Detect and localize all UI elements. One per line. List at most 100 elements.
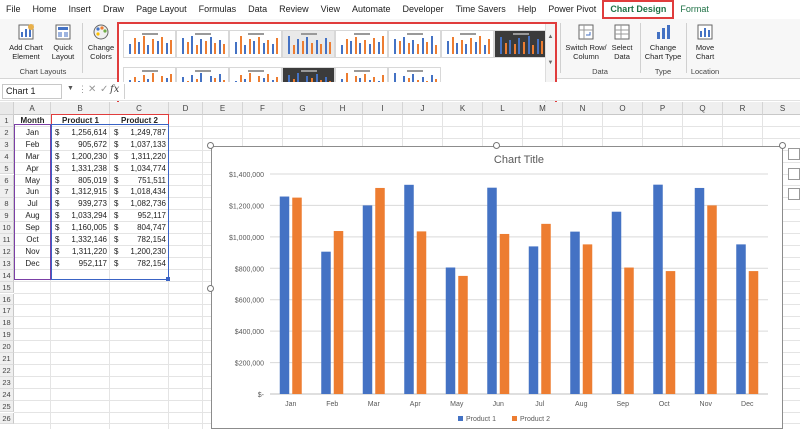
currency-cell[interactable]: 1,312,915 $: [55, 187, 107, 197]
currency-cell[interactable]: 751,511 $: [114, 175, 166, 185]
tab-page-layout[interactable]: Page Layout: [136, 4, 187, 14]
range-resize-handle[interactable]: [166, 277, 170, 281]
change-colors-button[interactable]: Change Colors: [86, 23, 116, 61]
resize-handle-middle-left[interactable]: [207, 285, 214, 292]
chart-style-thumbnail[interactable]: [282, 30, 335, 58]
month-cell[interactable]: Feb: [25, 139, 40, 149]
check-icon[interactable]: ✓: [100, 84, 109, 95]
month-cell[interactable]: Jan: [26, 127, 39, 137]
row-header-7[interactable]: 7: [0, 186, 14, 199]
currency-cell[interactable]: 804,747 $: [114, 223, 166, 233]
row-header-5[interactable]: 5: [0, 162, 14, 175]
month-cell[interactable]: Jul: [27, 199, 38, 209]
row-header-13[interactable]: 13: [0, 257, 14, 270]
row-header-15[interactable]: 15: [0, 281, 14, 294]
chart-object[interactable]: Chart Title $- $200,000 $400,000 $600,000 $80…: [211, 146, 783, 429]
tab-automate[interactable]: Automate: [352, 4, 391, 14]
currency-cell[interactable]: 1,037,133 $: [114, 139, 166, 149]
move-chart-button[interactable]: Move Chart: [690, 23, 720, 61]
month-cell[interactable]: Nov: [25, 246, 40, 256]
currency-cell[interactable]: 1,331,238 $: [55, 163, 107, 173]
column-header-p[interactable]: P: [643, 102, 683, 115]
chart-style-thumbnail[interactable]: [123, 30, 176, 58]
currency-cell[interactable]: 782,154 $: [114, 235, 166, 244]
column-header-c[interactable]: C: [110, 102, 169, 115]
row-header-12[interactable]: 12: [0, 245, 14, 258]
month-cell[interactable]: May: [24, 175, 41, 185]
currency-cell[interactable]: 1,018,434 $: [114, 187, 166, 197]
currency-cell[interactable]: 782,154 $: [114, 258, 166, 268]
tab-file[interactable]: File: [6, 4, 21, 14]
change-chart-type-button[interactable]: Change Chart Type: [644, 23, 682, 61]
tab-power-pivot[interactable]: Power Pivot: [548, 4, 597, 14]
chart-style-thumbnail[interactable]: [494, 30, 547, 58]
tab-help[interactable]: Help: [517, 4, 537, 14]
column-header-i[interactable]: I: [363, 102, 403, 115]
table-header-cell[interactable]: Product 1: [62, 116, 99, 125]
gallery-up-icon[interactable]: ▲: [547, 34, 554, 40]
formula-input[interactable]: [124, 84, 798, 99]
column-header-k[interactable]: K: [443, 102, 483, 115]
select-all-corner[interactable]: [0, 102, 14, 115]
chart-style-thumbnail[interactable]: [176, 30, 229, 58]
currency-cell[interactable]: 952,117 $: [114, 211, 166, 221]
row-header-19[interactable]: 19: [0, 329, 14, 342]
row-header-9[interactable]: 9: [0, 210, 14, 223]
chart-style-thumbnail[interactable]: [388, 30, 441, 58]
row-header-2[interactable]: 2: [0, 126, 14, 139]
currency-cell[interactable]: 1,160,005 $: [55, 223, 107, 233]
row-header-26[interactable]: 26: [0, 412, 14, 425]
add-chart-element-button[interactable]: Add Chart Element: [6, 23, 46, 61]
tab-draw[interactable]: Draw: [103, 4, 125, 14]
month-cell[interactable]: Mar: [25, 151, 40, 161]
tab-chart-design[interactable]: Chart Design: [602, 0, 675, 19]
row-header-24[interactable]: 24: [0, 388, 14, 401]
tab-format[interactable]: Format: [680, 4, 709, 14]
row-header-20[interactable]: 20: [0, 341, 14, 353]
row-header-6[interactable]: 6: [0, 174, 14, 187]
tab-view[interactable]: View: [320, 4, 341, 14]
tab-developer[interactable]: Developer: [402, 4, 444, 14]
select-data-button[interactable]: Select Data: [608, 23, 636, 61]
chart-elements-button[interactable]: [788, 148, 800, 160]
table-header-cell[interactable]: Product 2: [121, 116, 158, 125]
currency-cell[interactable]: 1,256,614 $: [55, 127, 107, 137]
month-cell[interactable]: Dec: [25, 258, 40, 268]
currency-cell[interactable]: 1,033,294 $: [55, 211, 107, 221]
currency-cell[interactable]: 1,082,736 $: [114, 199, 166, 209]
switch-row-column-button[interactable]: Switch Row/ Column: [564, 23, 608, 61]
column-header-l[interactable]: L: [483, 102, 523, 115]
row-header-4[interactable]: 4: [0, 150, 14, 163]
month-cell[interactable]: Aug: [25, 211, 40, 221]
resize-handle-top-center[interactable]: [493, 142, 500, 149]
column-header-b[interactable]: B: [51, 102, 110, 115]
quick-layout-button[interactable]: Quick Layout: [48, 23, 78, 61]
row-header-21[interactable]: 21: [0, 353, 14, 365]
row-header-3[interactable]: 3: [0, 138, 14, 151]
month-cell[interactable]: Sep: [25, 223, 40, 233]
row-header-23[interactable]: 23: [0, 376, 14, 389]
column-header-j[interactable]: J: [403, 102, 443, 115]
currency-cell[interactable]: 939,273 $: [55, 199, 107, 209]
column-header-o[interactable]: O: [603, 102, 643, 115]
name-box[interactable]: Chart 1: [2, 84, 62, 99]
table-header-cell[interactable]: Month: [20, 116, 45, 125]
tab-data[interactable]: Data: [248, 4, 268, 14]
row-header-17[interactable]: 17: [0, 305, 14, 318]
row-header-1[interactable]: 1: [0, 115, 14, 127]
month-cell[interactable]: Apr: [26, 163, 39, 173]
name-box-dropdown-icon[interactable]: ▼: [67, 85, 74, 92]
column-header-g[interactable]: G: [283, 102, 323, 115]
resize-handle-top-left[interactable]: [207, 142, 214, 149]
currency-cell[interactable]: 1,311,220 $: [55, 246, 107, 256]
column-header-r[interactable]: R: [723, 102, 763, 115]
column-header-h[interactable]: H: [323, 102, 363, 115]
row-header-14[interactable]: 14: [0, 269, 14, 282]
chart-filters-button[interactable]: [788, 188, 800, 200]
resize-handle-top-right[interactable]: [779, 142, 786, 149]
tab-formulas[interactable]: Formulas: [198, 4, 237, 14]
cancel-icon[interactable]: ✕: [88, 84, 97, 95]
currency-cell[interactable]: 1,200,230 $: [55, 151, 107, 161]
column-header-e[interactable]: E: [203, 102, 243, 115]
tab-home[interactable]: Home: [32, 4, 57, 14]
